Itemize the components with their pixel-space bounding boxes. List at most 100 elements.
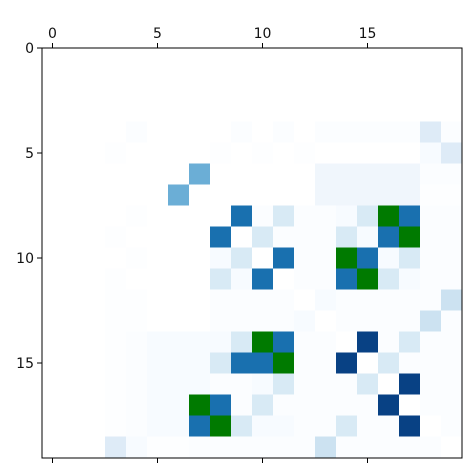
heatmap-cell — [126, 142, 148, 164]
heatmap-cell — [252, 373, 274, 395]
heatmap-cell — [252, 58, 274, 80]
heatmap-cell — [441, 310, 462, 332]
heatmap-cell — [357, 163, 379, 185]
heatmap-cell — [168, 436, 190, 458]
heatmap-cell — [420, 268, 442, 290]
heatmap-cell — [399, 184, 421, 206]
heatmap-cell — [378, 457, 400, 458]
heatmap-cell — [336, 331, 358, 353]
heatmap-cell — [336, 121, 358, 143]
heatmap-cell — [315, 394, 337, 416]
heatmap-cell — [336, 436, 358, 458]
heatmap-cell — [441, 58, 462, 80]
heatmap-cell — [147, 436, 169, 458]
heatmap-cell — [252, 48, 274, 59]
heatmap-cell — [189, 457, 211, 458]
heatmap-cell — [147, 142, 169, 164]
heatmap-cell — [42, 352, 64, 374]
heatmap-cell — [336, 205, 358, 227]
heatmap-cell — [294, 142, 316, 164]
heatmap-cell — [189, 247, 211, 269]
heatmap-cell — [147, 352, 169, 374]
heatmap-cell — [147, 331, 169, 353]
heatmap-cell — [378, 352, 400, 374]
heatmap-cell — [168, 268, 190, 290]
heatmap-cell — [357, 184, 379, 206]
heatmap-cell — [336, 352, 358, 374]
heatmap-cell — [126, 226, 148, 248]
heatmap-cell — [210, 205, 232, 227]
heatmap-cell — [336, 79, 358, 101]
heatmap-cell — [273, 163, 295, 185]
heatmap-cell — [378, 184, 400, 206]
heatmap-cell — [252, 79, 274, 101]
heatmap-cell — [189, 331, 211, 353]
heatmap-cell — [105, 226, 127, 248]
heatmap-cell — [441, 226, 462, 248]
heatmap-cell — [273, 100, 295, 122]
heatmap-cell — [210, 268, 232, 290]
heatmap-cell — [147, 268, 169, 290]
heatmap-cell — [168, 247, 190, 269]
heatmap-cell — [168, 79, 190, 101]
heatmap-cell — [315, 100, 337, 122]
heatmap-cell — [168, 331, 190, 353]
heatmap-cell — [420, 436, 442, 458]
heatmap-cell — [189, 415, 211, 437]
heatmap-cell — [189, 268, 211, 290]
heatmap-cell — [168, 184, 190, 206]
heatmap-cell — [273, 184, 295, 206]
heatmap-cell — [315, 310, 337, 332]
heatmap-cell — [84, 247, 106, 269]
heatmap-cell — [84, 394, 106, 416]
heatmap-cell — [336, 247, 358, 269]
heatmap-cell — [357, 48, 379, 59]
heatmap-cell — [441, 100, 462, 122]
heatmap-cell — [168, 100, 190, 122]
heatmap-cell — [252, 436, 274, 458]
x-axis-ticks: 0 5 10 15 — [48, 26, 376, 463]
heatmap-cell — [273, 331, 295, 353]
heatmap-cell — [294, 310, 316, 332]
heatmap-cell — [441, 48, 462, 59]
heatmap-cell — [399, 457, 421, 458]
heatmap-cell — [315, 436, 337, 458]
heatmap-cell — [168, 373, 190, 395]
heatmap-cell — [105, 58, 127, 80]
heatmap-cell — [441, 184, 462, 206]
heatmap-cell — [42, 142, 64, 164]
heatmap-cell — [126, 48, 148, 59]
heatmap-cell — [378, 394, 400, 416]
heatmap-cell — [273, 58, 295, 80]
heatmap-cell — [189, 310, 211, 332]
heatmap-cell — [399, 121, 421, 143]
heatmap-cell — [126, 163, 148, 185]
heatmap-cell — [252, 415, 274, 437]
heatmap-cell — [294, 394, 316, 416]
heatmap-cell — [84, 373, 106, 395]
heatmap-cell — [273, 394, 295, 416]
heatmap-cell — [315, 142, 337, 164]
heatmap-cell — [231, 310, 253, 332]
heatmap-cell — [315, 205, 337, 227]
heatmap-cell — [210, 310, 232, 332]
heatmap-cell — [378, 48, 400, 59]
heatmap-cell — [84, 352, 106, 374]
heatmap-cell — [420, 289, 442, 311]
heatmap-cell — [168, 310, 190, 332]
heatmap-cell — [126, 373, 148, 395]
heatmap-cell — [168, 226, 190, 248]
heatmap-cell — [126, 331, 148, 353]
heatmap-cell — [378, 373, 400, 395]
heatmap-cell — [63, 310, 85, 332]
heatmap-cell — [147, 79, 169, 101]
heatmap-cell — [315, 352, 337, 374]
heatmap-cell — [315, 58, 337, 80]
heatmap-cell — [126, 457, 148, 458]
heatmap-cell — [168, 415, 190, 437]
heatmap-cell — [42, 226, 64, 248]
heatmap-cell — [84, 331, 106, 353]
heatmap-cells — [42, 48, 462, 458]
heatmap-cell — [210, 184, 232, 206]
